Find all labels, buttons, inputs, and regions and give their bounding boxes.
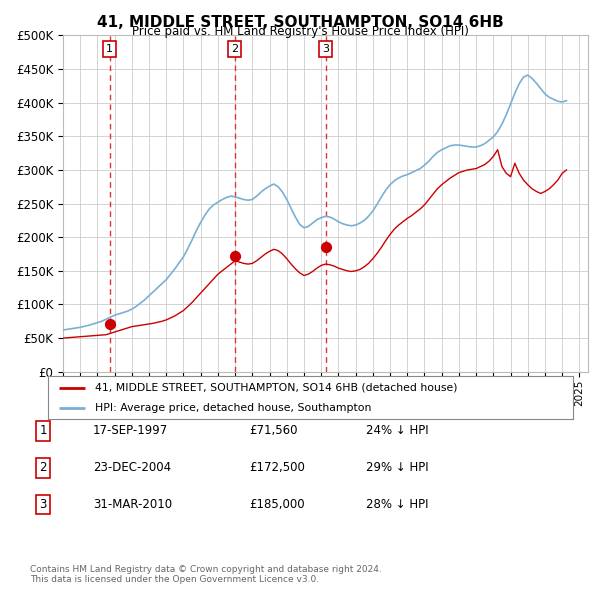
Point [230,251,239,260]
Text: 2: 2 [231,44,238,54]
Text: 29% ↓ HPI: 29% ↓ HPI [366,461,428,474]
Text: £71,560: £71,560 [249,424,298,437]
Text: £172,500: £172,500 [249,461,305,474]
Text: 2: 2 [40,461,47,474]
Text: Price paid vs. HM Land Registry's House Price Index (HPI): Price paid vs. HM Land Registry's House … [131,25,469,38]
Point [320,242,330,252]
Text: 1: 1 [106,44,113,54]
Text: Contains HM Land Registry data © Crown copyright and database right 2024.
This d: Contains HM Land Registry data © Crown c… [30,565,382,584]
Text: 23-DEC-2004: 23-DEC-2004 [93,461,171,474]
Text: 3: 3 [40,498,47,511]
Text: 41, MIDDLE STREET, SOUTHAMPTON, SO14 6HB (detached house): 41, MIDDLE STREET, SOUTHAMPTON, SO14 6HB… [95,383,458,393]
Text: 3: 3 [322,44,329,54]
Text: 24% ↓ HPI: 24% ↓ HPI [366,424,428,437]
Text: 31-MAR-2010: 31-MAR-2010 [93,498,172,511]
Text: 41, MIDDLE STREET, SOUTHAMPTON, SO14 6HB: 41, MIDDLE STREET, SOUTHAMPTON, SO14 6HB [97,15,503,30]
Point [105,319,115,328]
Text: HPI: Average price, detached house, Southampton: HPI: Average price, detached house, Sout… [95,403,371,413]
Text: £185,000: £185,000 [249,498,305,511]
Text: 28% ↓ HPI: 28% ↓ HPI [366,498,428,511]
Text: 17-SEP-1997: 17-SEP-1997 [93,424,168,437]
Text: 1: 1 [40,424,47,437]
